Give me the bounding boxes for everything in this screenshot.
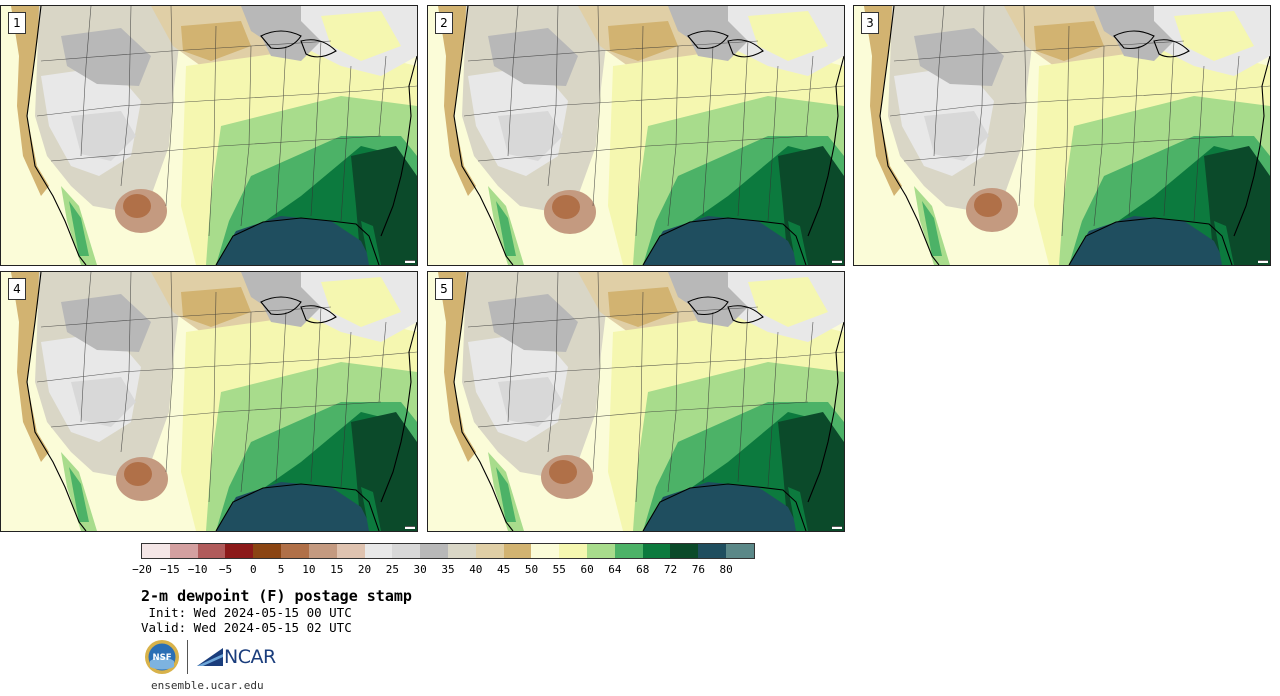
logos: NSF NCAR (144, 638, 276, 676)
ncar-logo: NCAR (197, 646, 276, 668)
colorbar-swatch (475, 544, 504, 558)
colorbar-swatch (698, 544, 727, 558)
dewpoint-map-1 (1, 6, 417, 265)
colorbar-swatch (670, 544, 699, 558)
scale-mark (832, 526, 842, 529)
ncar-emblem-icon (197, 648, 223, 666)
colorbar-tick-label: −5 (218, 563, 233, 576)
panel-number-label: 1 (8, 12, 26, 34)
colorbar-tick-label: 55 (552, 563, 566, 576)
colorbar-tick-label: 25 (385, 563, 399, 576)
nsf-text: NSF (152, 653, 171, 663)
colorbar-tick-label: 68 (636, 563, 650, 576)
colorbar-tick-label: 5 (277, 563, 285, 576)
colorbar-swatch (336, 544, 365, 558)
colorbar-swatch (142, 544, 170, 558)
site-url: ensemble.ucar.edu (151, 679, 264, 692)
map-panel-3: 3 (853, 5, 1271, 266)
map-panel-4: 4 (0, 271, 418, 532)
colorbar-swatch (420, 544, 448, 558)
chart-title: 2-m dewpoint (F) postage stamp (141, 587, 412, 605)
colorbar-legend: −20 −15 −10 −5 0 5 10 15 20 25 30 35 40 45 50 55 60 64 68 7… (132, 543, 755, 576)
scale-mark (832, 260, 842, 263)
ncar-text: NCAR (224, 646, 276, 668)
colorbar-tick-label: 30 (413, 563, 427, 576)
colorbar-tick-label: 72 (663, 563, 678, 576)
valid-time: Valid: Wed 2024-05-15 02 UTC (141, 620, 352, 635)
dewpoint-map-5 (428, 272, 844, 531)
colorbar-swatch (225, 544, 254, 558)
panel-number-label: 2 (435, 12, 453, 34)
colorbar-ticks: −20 −15 −10 −5 0 5 10 15 20 25 30 35 40 45 50 55 60 64 68 7… (132, 559, 755, 576)
panel-number-label: 5 (435, 278, 453, 300)
colorbar-tick-label: 20 (357, 563, 372, 576)
scale-mark (1258, 260, 1268, 263)
logo-divider (187, 640, 188, 674)
colorbar-tick-label: 50 (524, 563, 539, 576)
colorbar-swatch (197, 544, 226, 558)
colorbar-swatch (308, 544, 337, 558)
colorbar-swatch (392, 544, 421, 558)
init-time: Init: Wed 2024-05-15 00 UTC (141, 605, 352, 620)
colorbar-tick-label: 64 (608, 563, 622, 576)
colorbar-tick-label: 45 (497, 563, 511, 576)
colorbar-tick-label: 80 (719, 563, 733, 576)
colorbar-swatch (559, 544, 587, 558)
colorbar-tick-label: 60 (580, 563, 594, 576)
colorbar-tick-label: 10 (302, 563, 316, 576)
scale-mark (405, 260, 415, 263)
panel-number-label: 3 (861, 12, 879, 34)
colorbar-tick-label: −20 (132, 563, 152, 576)
colorbar-tick-label: −10 (187, 563, 208, 576)
colorbar-tick-label: 76 (691, 563, 705, 576)
map-panel-5: 5 (427, 271, 845, 532)
colorbar-tick-label: 35 (441, 563, 455, 576)
colorbar-swatch (587, 544, 615, 558)
colorbar-swatch (531, 544, 560, 558)
colorbar-tick-label: 15 (330, 563, 344, 576)
dewpoint-map-3 (854, 6, 1270, 265)
title-block: 2-m dewpoint (F) postage stamp Init: Wed… (141, 587, 412, 635)
colorbar-swatch (642, 544, 671, 558)
dewpoint-map-2 (428, 6, 844, 265)
colorbar-swatch (364, 544, 393, 558)
colorbar-swatch (726, 544, 754, 558)
colorbar-swatch (614, 544, 643, 558)
nsf-logo-icon: NSF (145, 640, 179, 674)
colorbar-tick-label: 40 (469, 563, 483, 576)
colorbar-swatch (281, 544, 309, 558)
map-panel-2: 2 (427, 5, 845, 266)
scale-mark (405, 526, 415, 529)
colorbar-tick-label: 0 (249, 563, 257, 576)
colorbar-swatch (447, 544, 476, 558)
colorbar-swatch (503, 544, 532, 558)
colorbar (141, 543, 755, 559)
dewpoint-map-4 (1, 272, 417, 531)
panel-number-label: 4 (8, 278, 26, 300)
colorbar-tick-label: −15 (159, 563, 180, 576)
map-panel-1: 1 (0, 5, 418, 266)
colorbar-swatch (169, 544, 198, 558)
colorbar-swatch (253, 544, 282, 558)
